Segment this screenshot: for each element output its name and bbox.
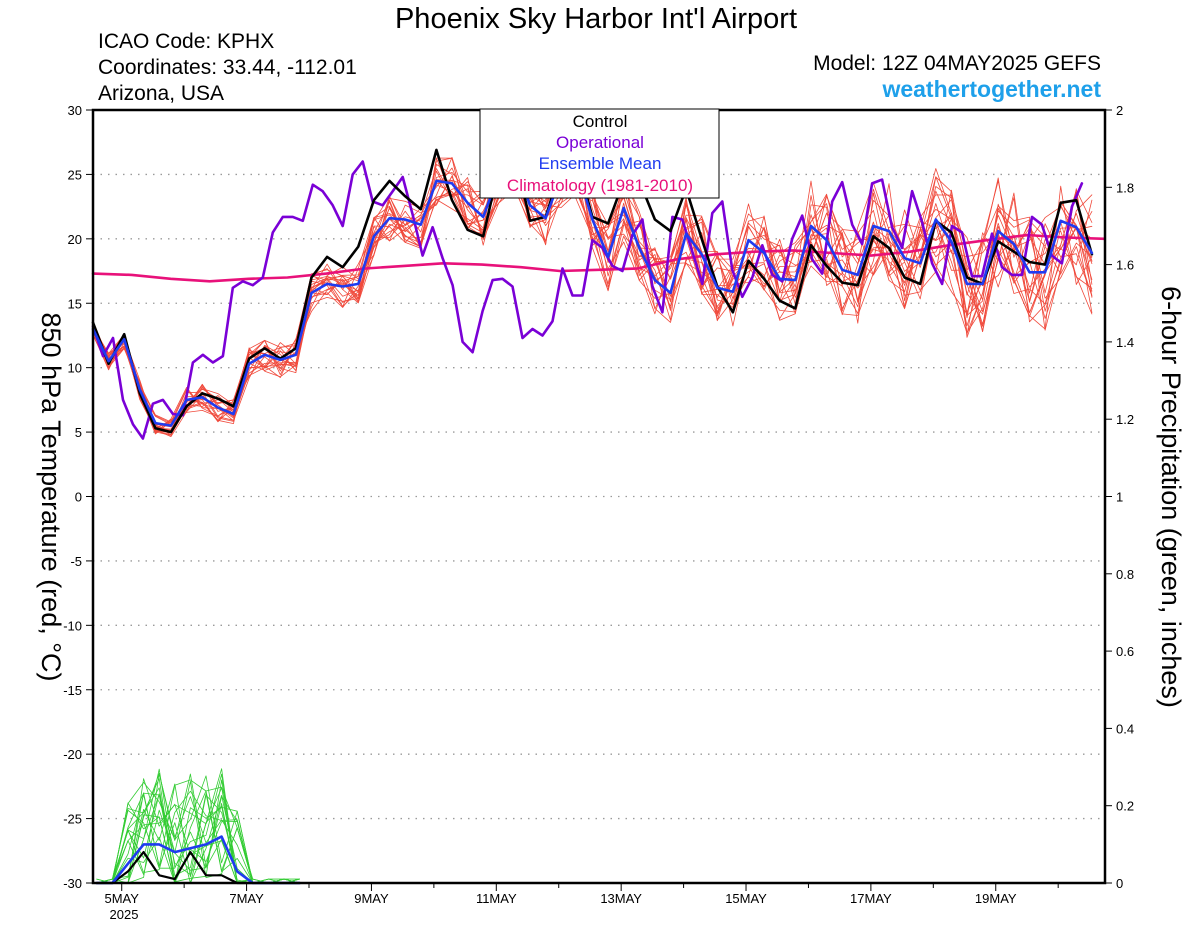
y-tick-label-right: 0.8 bbox=[1116, 567, 1134, 582]
plot-series bbox=[91, 137, 1106, 885]
y-axis-label-left: 850 hPa Temperature (red, °C) bbox=[36, 313, 66, 682]
x-tick-label: 11MAY bbox=[476, 891, 517, 906]
x-tick-label: 15MAY bbox=[725, 891, 767, 906]
site-link[interactable]: weathertogether.net bbox=[881, 76, 1101, 102]
y-tick-label-right: 1.6 bbox=[1116, 258, 1134, 273]
legend-ensemble-mean: Ensemble Mean bbox=[539, 154, 662, 173]
y-tick-label-left: 25 bbox=[68, 167, 82, 182]
y-tick-label-left: -30 bbox=[63, 876, 82, 891]
x-tick-label: 17MAY bbox=[850, 891, 892, 906]
legend-frame bbox=[479, 108, 720, 199]
legend-climatology: Climatology (1981-2010) bbox=[507, 176, 693, 195]
legend-box: Control Operational Ensemble Mean Climat… bbox=[479, 108, 720, 199]
coordinates: Coordinates: 33.44, -112.01 bbox=[98, 56, 357, 79]
y-tick-label-left: -20 bbox=[63, 747, 82, 762]
y-tick-label-left: -5 bbox=[70, 554, 82, 569]
chart-title: Phoenix Sky Harbor Int'l Airport bbox=[395, 3, 797, 35]
y-tick-label-right: 1.4 bbox=[1116, 335, 1134, 350]
right-axis-ticks: 2 1.8 1.6 1.4 1.2 1 0.8 0.6 0.4 0.2 0 bbox=[1105, 103, 1134, 891]
left-axis-ticks: 30 25 20 15 10 5 0 -5 -10 -15 -20 -25 -30 bbox=[63, 103, 93, 891]
y-tick-label-right: 1 bbox=[1116, 490, 1123, 505]
y-tick-label-right: 0.2 bbox=[1116, 799, 1134, 814]
y-tick-label-left: 5 bbox=[75, 425, 82, 440]
x-tick-label: 9MAY bbox=[354, 891, 389, 906]
y-tick-label-left: 10 bbox=[68, 361, 82, 376]
y-tick-label-left: -25 bbox=[63, 812, 82, 827]
region: Arizona, USA bbox=[98, 82, 224, 105]
precip-member-line bbox=[96, 778, 301, 884]
temp-member-line bbox=[92, 160, 1093, 435]
x-tick-label: 5MAY bbox=[104, 891, 139, 906]
y-tick-label-right: 0 bbox=[1116, 876, 1123, 891]
y-tick-label-right: 2 bbox=[1116, 103, 1123, 118]
y-tick-label-left: -15 bbox=[63, 683, 82, 698]
legend-control: Control bbox=[573, 112, 628, 131]
icao-code: ICAO Code: KPHX bbox=[98, 30, 274, 53]
y-tick-label-left: 30 bbox=[68, 103, 82, 118]
temp-member-line bbox=[92, 146, 1093, 433]
operational-line bbox=[91, 160, 1084, 440]
x-tick-label: 7MAY bbox=[229, 891, 264, 906]
x-tick-label: 19MAY bbox=[975, 891, 1017, 906]
x-year-label: 2025 bbox=[110, 907, 139, 922]
y-tick-label-right: 1.2 bbox=[1116, 412, 1134, 427]
y-tick-label-right: 0.6 bbox=[1116, 644, 1134, 659]
model-run: Model: 12Z 04MAY2025 GEFS bbox=[813, 52, 1101, 75]
ensemble-mean-line bbox=[91, 160, 1094, 427]
legend-operational: Operational bbox=[556, 133, 644, 152]
y-tick-label-left: -10 bbox=[63, 618, 82, 633]
y-tick-label-right: 0.4 bbox=[1116, 721, 1134, 736]
y-tick-label-left: 15 bbox=[68, 296, 82, 311]
y-tick-label-left: 0 bbox=[75, 490, 82, 505]
control-precip-line bbox=[95, 850, 301, 885]
y-tick-label-left: 20 bbox=[68, 232, 82, 247]
y-tick-label-right: 1.8 bbox=[1116, 180, 1134, 195]
y-axis-label-right: 6-hour Precipitation (green, inches) bbox=[1156, 286, 1186, 708]
x-axis-ticks: 5MAY 7MAY 9MAY 11MAY 13MAY 15MAY 17MAY 19MAY bbox=[104, 883, 1059, 906]
x-tick-label: 13MAY bbox=[600, 891, 642, 906]
